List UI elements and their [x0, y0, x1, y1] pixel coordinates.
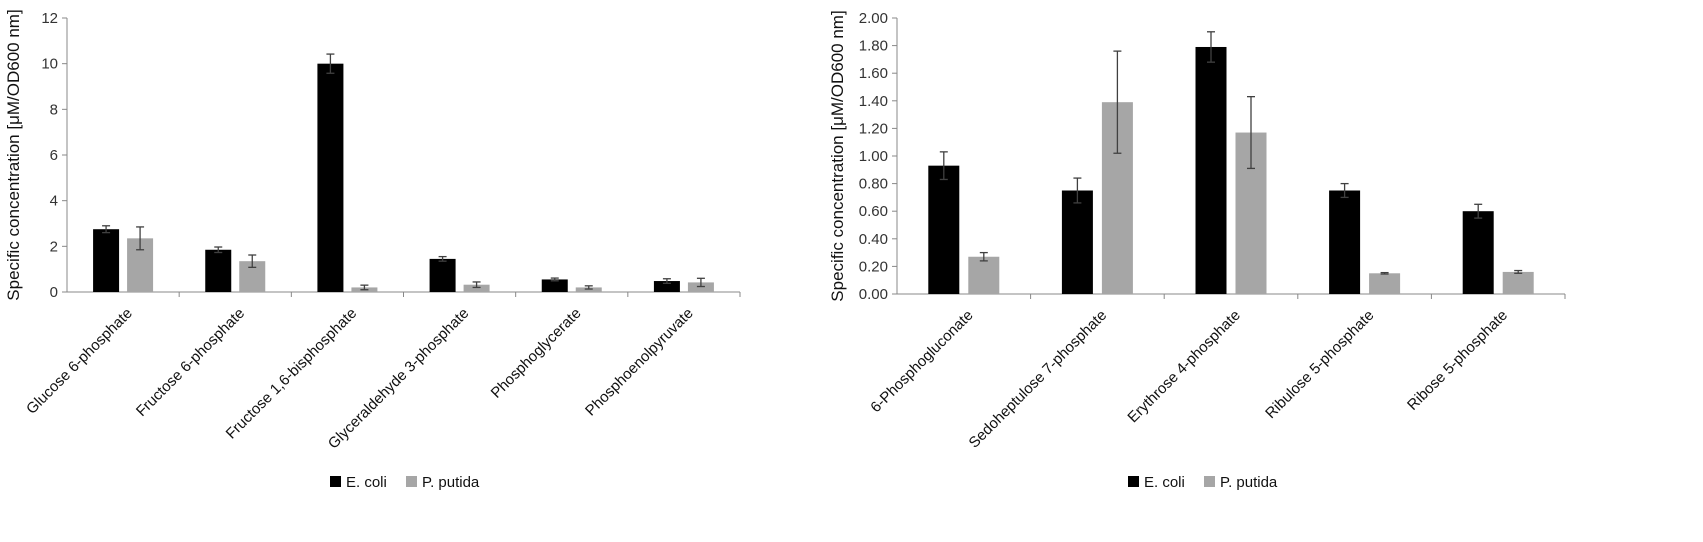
x-tick-label: Glucose 6-phosphate: [23, 305, 136, 418]
bar-ecoli: [1329, 190, 1361, 294]
legend-swatch: [406, 476, 417, 487]
y-axis-title: Specific concentration [μM/OD600 nm]: [828, 10, 847, 301]
bar-ecoli: [1061, 190, 1093, 294]
y-tick-label: 0.00: [859, 286, 888, 303]
x-tick-label: Ribose 5-phosphate: [1404, 307, 1511, 414]
bar-pputida: [463, 284, 490, 292]
bar-ecoli: [429, 258, 456, 292]
y-tick-label: 1.00: [859, 148, 888, 165]
y-tick-label: 0: [50, 284, 58, 301]
y-tick-label: 1.40: [859, 93, 888, 110]
legend-swatch: [1204, 476, 1215, 487]
bar-ecoli: [205, 249, 232, 292]
legend-swatch: [1128, 476, 1139, 487]
y-tick-label: 0.80: [859, 176, 888, 193]
bar-ecoli: [317, 63, 344, 292]
x-tick-label: 6-Phosphogluconate: [867, 307, 976, 416]
chart-1: 0 2 4 6 8 10 12 Specific concentration [μM/OD60…: [4, 9, 741, 491]
bar-pputida: [1502, 271, 1534, 294]
bar-ecoli: [653, 281, 680, 292]
y-tick-label: 1.60: [859, 65, 888, 82]
legend-label: P. putida: [422, 474, 480, 491]
legend-swatch: [330, 476, 341, 487]
y-tick-label: 2.00: [859, 10, 888, 27]
bar-ecoli: [93, 229, 120, 292]
bar-pputida: [687, 282, 714, 292]
y-axis-title: Specific concentration [μM/OD600 nm]: [4, 9, 23, 300]
legend-label: E. coli: [1144, 474, 1185, 491]
legend-label: E. coli: [346, 474, 387, 491]
x-tick-label: Phosphoglycerate: [488, 305, 585, 402]
legend-label: P. putida: [1220, 474, 1278, 491]
chart-2: 0.00 0.20 0.40 0.60 0.80 1.00 1.20 1.40 1.60 1.80…: [828, 10, 1566, 491]
y-tick-label: 2: [50, 238, 58, 255]
x-tick-label: Erythrose 4-phosphate: [1124, 307, 1243, 426]
bar-ecoli: [1462, 211, 1494, 294]
x-tick-label: Fructose 6-phosphate: [133, 305, 248, 420]
bar-pputida: [968, 256, 1000, 294]
bar-ecoli: [1195, 46, 1227, 295]
bar-ecoli: [541, 279, 568, 292]
bar-pputida: [575, 287, 602, 292]
y-tick-label: 12: [41, 10, 58, 27]
y-tick-label: 8: [50, 101, 58, 118]
y-tick-label: 0.60: [859, 203, 888, 220]
y-tick-label: 6: [50, 147, 58, 164]
y-tick-label: 0.40: [859, 231, 888, 248]
x-tick-label: Ribulose 5-phosphate: [1262, 307, 1377, 422]
x-tick-label: Phosphoenolpyruvate: [582, 305, 697, 420]
bar-ecoli: [928, 165, 960, 294]
y-tick-label: 10: [41, 56, 58, 73]
bar-pputida: [1369, 273, 1401, 294]
y-tick-label: 1.20: [859, 120, 888, 137]
x-tick-label: Sedoheptulose 7-phosphate: [966, 307, 1111, 452]
y-tick-label: 0.20: [859, 258, 888, 275]
y-tick-label: 1.80: [859, 38, 888, 55]
y-tick-label: 4: [50, 193, 58, 210]
x-tick-label: Fructose 1,6-bisphosphate: [223, 305, 361, 443]
